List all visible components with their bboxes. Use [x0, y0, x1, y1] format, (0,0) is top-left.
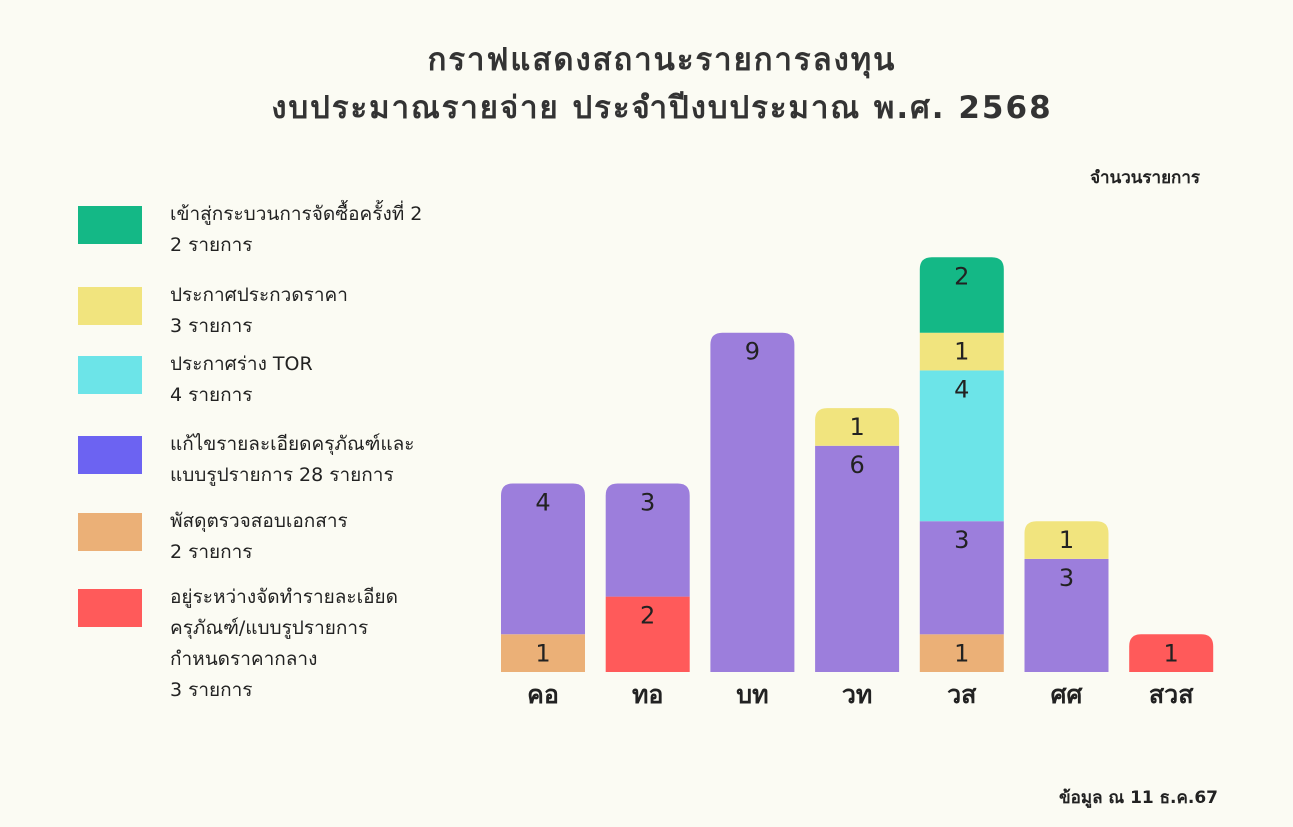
x-tick-label: วส	[947, 680, 977, 709]
legend-label: 3 รายการ	[170, 679, 253, 701]
data-label: 2	[640, 602, 655, 630]
bar-segment	[919, 332, 1004, 371]
legend-label: ครุภัณฑ์/แบบรูปรายการ	[170, 617, 368, 640]
bar-segment	[501, 483, 585, 635]
data-label: 1	[535, 639, 550, 667]
data-label: 3	[1059, 564, 1074, 592]
data-label: 1	[1164, 639, 1179, 667]
bar-segment	[919, 370, 1004, 522]
legend-label: พัสดุตรวจสอบเอกสาร	[170, 510, 348, 533]
bar-segment	[919, 634, 1004, 672]
y-axis-label: จำนวนรายการ	[1090, 168, 1201, 188]
legend-label: เข้าสู่กระบวนการจัดซื้อครั้งที่ 2	[170, 200, 422, 225]
x-tick-label: สวส	[1149, 680, 1194, 709]
legend-swatch	[78, 589, 142, 627]
data-label: 1	[1059, 526, 1074, 554]
bar-segment	[605, 596, 690, 672]
bar-segment	[815, 445, 900, 672]
legend-label: 2 รายการ	[170, 541, 253, 563]
footnote: ข้อมูล ณ 11 ธ.ค.67	[1059, 788, 1218, 809]
legend-label: ประกาศประกวดราคา	[170, 284, 348, 306]
x-tick-label: วท	[842, 680, 873, 709]
legend-label: แบบรูปรายการ 28 รายการ	[170, 464, 394, 486]
data-label: 1	[954, 338, 969, 366]
x-tick-label: บท	[736, 680, 768, 709]
x-tick-label: ทอ	[632, 680, 664, 709]
bar-segment	[919, 257, 1004, 333]
data-label: 3	[640, 489, 655, 517]
bar-segment	[815, 408, 900, 446]
chart-title: งบประมาณรายจ่าย ประจำปีงบประมาณ พ.ศ. 256…	[271, 90, 1052, 126]
legend-label: 4 รายการ	[170, 384, 253, 406]
legend-swatch	[78, 356, 142, 394]
data-label: 6	[849, 451, 864, 479]
bar-segment	[710, 332, 795, 672]
legend-label: ประกาศร่าง TOR	[170, 353, 313, 375]
bar-segment	[605, 483, 690, 597]
chart-title: กราฟแสดงสถานะรายการลงทุน	[428, 42, 897, 79]
bar-segment	[919, 521, 1004, 635]
legend-swatch	[78, 287, 142, 325]
data-label: 4	[535, 489, 550, 517]
legend-swatch	[78, 436, 142, 474]
bar-segment	[1129, 634, 1214, 672]
legend-label: อยู่ระหว่างจัดทำรายละเอียด	[170, 586, 398, 608]
legend-label: กำหนดราคากลาง	[170, 648, 317, 670]
legend-label: 3 รายการ	[170, 315, 253, 337]
x-tick-label: ศศ	[1051, 680, 1084, 709]
bar-segment	[501, 634, 585, 672]
data-label: 9	[745, 338, 760, 366]
legend-label: แก้ไขรายละเอียดครุภัณฑ์และ	[170, 433, 414, 456]
legend-label: 2 รายการ	[170, 234, 253, 256]
data-label: 4	[954, 375, 969, 403]
legend-swatch	[78, 206, 142, 244]
bar-segment	[1024, 521, 1109, 559]
data-label: 2	[954, 262, 969, 290]
data-label: 3	[954, 526, 969, 554]
bar-segment	[1024, 558, 1109, 672]
x-tick-label: คอ	[527, 680, 559, 709]
legend-swatch	[78, 513, 142, 551]
data-label: 1	[849, 413, 864, 441]
data-label: 1	[954, 639, 969, 667]
